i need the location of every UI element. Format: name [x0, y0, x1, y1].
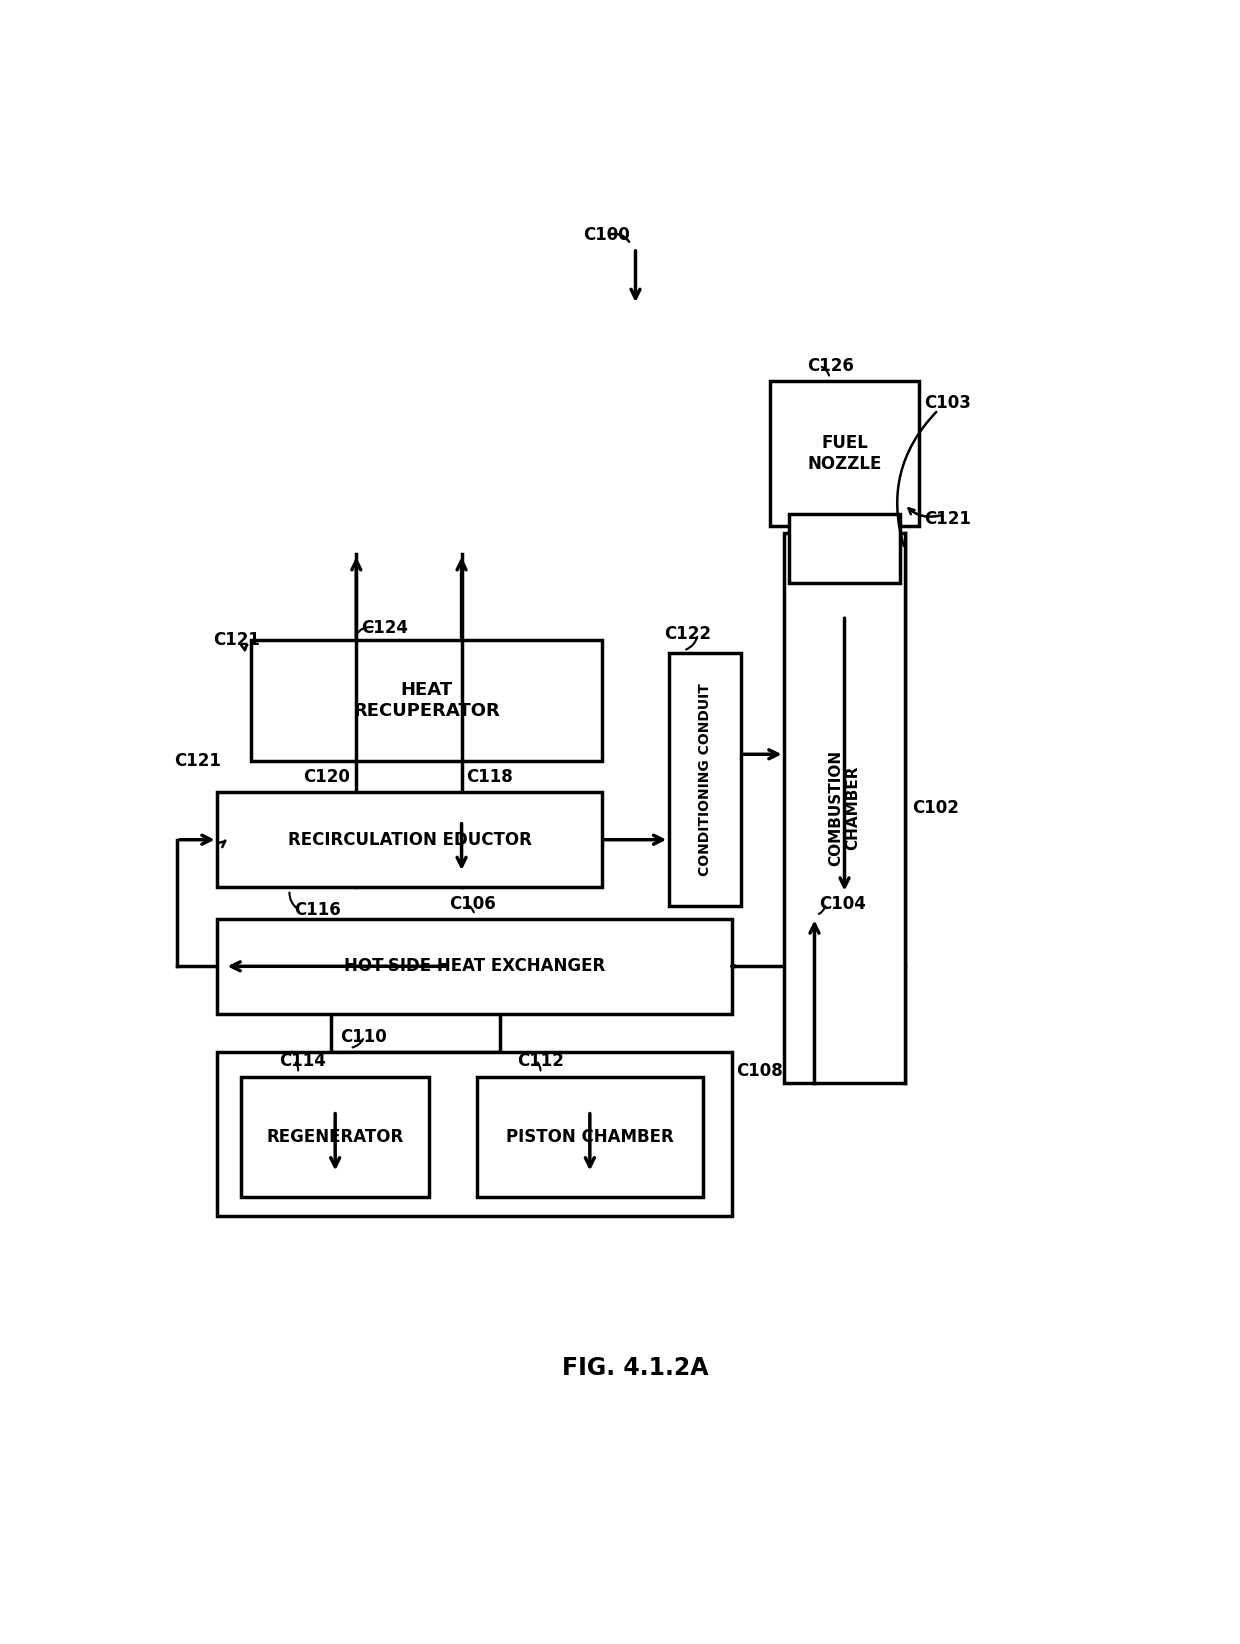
- Text: PISTON CHAMBER: PISTON CHAMBER: [506, 1128, 673, 1146]
- Text: C116: C116: [294, 901, 341, 919]
- FancyBboxPatch shape: [242, 1077, 429, 1197]
- Text: C106: C106: [449, 894, 496, 912]
- Text: C108: C108: [737, 1062, 784, 1080]
- Text: C104: C104: [820, 894, 867, 912]
- Text: CONDITIONING CONDUIT: CONDITIONING CONDUIT: [698, 684, 712, 876]
- Text: C122: C122: [665, 625, 712, 643]
- Text: HOT-SIDE HEAT EXCHANGER: HOT-SIDE HEAT EXCHANGER: [343, 957, 605, 975]
- Text: C103: C103: [924, 393, 971, 411]
- Text: C102: C102: [913, 799, 960, 817]
- FancyBboxPatch shape: [250, 640, 601, 761]
- FancyBboxPatch shape: [477, 1077, 703, 1197]
- Text: C114: C114: [279, 1052, 326, 1070]
- FancyBboxPatch shape: [770, 381, 919, 526]
- Text: C110: C110: [340, 1028, 387, 1046]
- Text: C118: C118: [466, 768, 513, 786]
- Text: RECIRCULATION EDUCTOR: RECIRCULATION EDUCTOR: [288, 830, 532, 848]
- Text: C112: C112: [517, 1052, 564, 1070]
- FancyBboxPatch shape: [785, 533, 905, 1083]
- Text: FIG. 4.1.2A: FIG. 4.1.2A: [562, 1356, 709, 1381]
- Text: C126: C126: [807, 357, 854, 375]
- Text: REGENERATOR: REGENERATOR: [267, 1128, 404, 1146]
- Text: FUEL
NOZZLE: FUEL NOZZLE: [807, 434, 882, 473]
- Text: HEAT
RECUPERATOR: HEAT RECUPERATOR: [353, 681, 500, 720]
- Text: C121: C121: [213, 631, 259, 649]
- FancyBboxPatch shape: [789, 513, 900, 584]
- Text: C121: C121: [924, 510, 971, 528]
- Text: C120: C120: [304, 768, 351, 786]
- FancyBboxPatch shape: [217, 1052, 732, 1217]
- Text: C100: C100: [583, 227, 630, 245]
- FancyBboxPatch shape: [217, 919, 732, 1014]
- Text: COMBUSTION
CHAMBER: COMBUSTION CHAMBER: [828, 750, 861, 866]
- FancyBboxPatch shape: [670, 653, 742, 906]
- Text: C121: C121: [174, 751, 221, 769]
- FancyBboxPatch shape: [217, 792, 601, 888]
- Text: C124: C124: [361, 618, 408, 636]
